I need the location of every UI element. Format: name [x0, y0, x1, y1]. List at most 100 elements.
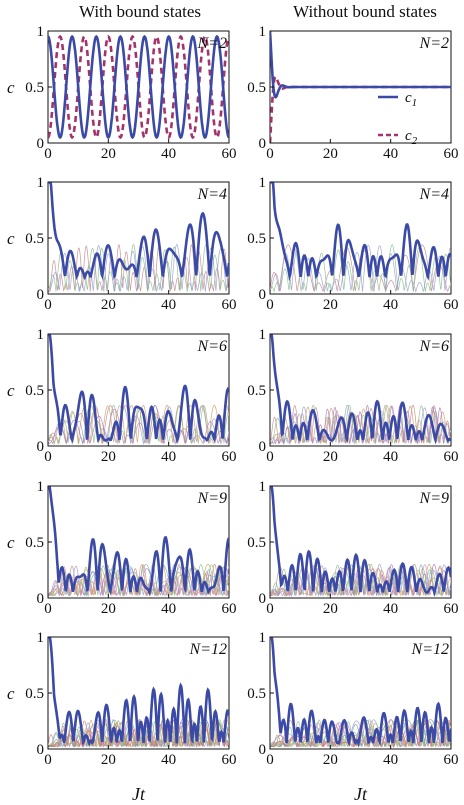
y-tick-label: 1 [37, 630, 45, 646]
y-axis-label: c [7, 229, 15, 248]
y-tick-label: 0 [259, 439, 267, 455]
y-tick-label: 0.5 [247, 383, 266, 399]
x-axis-label: Jt [132, 784, 146, 804]
y-axis-label: c [7, 381, 15, 400]
panel-without-4: 0 20 40 60 0 0.5 1 N=4 [247, 175, 458, 313]
x-tick-label: 20 [101, 601, 116, 617]
n-label: N=9 [419, 490, 449, 507]
x-tick-label: 0 [44, 752, 52, 768]
series-lines [270, 637, 451, 749]
x-tick-label: 20 [101, 449, 116, 465]
x-tick-label: 40 [161, 601, 176, 617]
y-tick-label: 0.5 [25, 535, 44, 551]
x-tick-label: 20 [101, 297, 116, 313]
y-tick-label: 0 [37, 439, 45, 455]
series-lines [48, 182, 229, 293]
panel-without-9: 0 20 40 60 0 0.5 1 N=9 [247, 479, 458, 617]
n-label: N=9 [197, 490, 227, 507]
x-tick-label: 20 [101, 752, 116, 768]
y-tick-label: 0.5 [25, 686, 44, 702]
y-axis-label: c [7, 78, 15, 97]
series-lines [48, 334, 229, 445]
y-tick-label: 0 [37, 742, 45, 758]
panel-with-12: 0 20 40 60 0 0.5 1 c N=12 Jt [7, 630, 237, 804]
c1-line [48, 486, 229, 597]
x-tick-label: 40 [161, 449, 176, 465]
c1-line [270, 31, 451, 99]
x-tick-label: 60 [444, 146, 459, 162]
n-label: N=4 [419, 186, 449, 203]
legend-label-c2: c2 [405, 128, 418, 147]
x-tick-label: 40 [161, 146, 176, 162]
n-label: N=2 [419, 35, 449, 52]
x-tick-label: 0 [44, 146, 52, 162]
site-4-line [48, 243, 229, 293]
c1-line [48, 34, 229, 140]
x-tick-label: 0 [266, 752, 274, 768]
y-axis-label: c [7, 684, 15, 703]
panel-with-2: 0 20 40 60 0 0.5 1 c N=2 [7, 24, 237, 162]
c1-line [270, 637, 451, 748]
y-tick-label: 1 [259, 24, 267, 40]
c1-line [48, 182, 229, 281]
y-tick-label: 0 [37, 287, 45, 303]
series-lines [270, 486, 451, 598]
n-label: N=6 [197, 338, 227, 355]
series-lines [270, 31, 451, 143]
y-tick-label: 1 [259, 327, 267, 343]
c1-line [48, 334, 229, 444]
n-label: N=2 [197, 35, 227, 52]
c1-line [270, 486, 451, 598]
x-tick-label: 60 [444, 752, 459, 768]
y-tick-label: 0 [259, 742, 267, 758]
site-8-line [48, 563, 229, 597]
x-tick-label: 60 [222, 449, 237, 465]
series-lines [270, 182, 451, 294]
series-lines [48, 637, 229, 749]
x-tick-label: 60 [222, 297, 237, 313]
x-axis-label: Jt [354, 784, 368, 804]
x-tick-label: 60 [444, 449, 459, 465]
y-tick-label: 0.5 [25, 231, 44, 247]
x-tick-label: 0 [266, 601, 274, 617]
y-tick-label: 1 [37, 327, 45, 343]
panel-with-9: 0 20 40 60 0 0.5 1 c N=9 [7, 479, 237, 617]
site-7-line [270, 564, 451, 597]
x-tick-label: 40 [383, 601, 398, 617]
c1-line [270, 334, 451, 445]
x-tick-label: 40 [383, 752, 398, 768]
site-6-line [48, 719, 229, 748]
panel-without-6: 0 20 40 60 0 0.5 1 N=6 [247, 327, 458, 465]
y-tick-label: 0 [259, 136, 267, 152]
column-title-right: Without bound states [293, 2, 437, 21]
y-tick-label: 1 [37, 24, 45, 40]
legend-label-c1: c1 [405, 90, 417, 109]
series-lines [48, 486, 229, 598]
y-tick-label: 0 [37, 591, 45, 607]
x-tick-label: 40 [383, 297, 398, 313]
n-label: N=6 [419, 338, 449, 355]
n-label: N=12 [411, 641, 449, 658]
series-lines [48, 34, 229, 140]
x-tick-label: 20 [101, 146, 116, 162]
x-tick-label: 60 [222, 146, 237, 162]
x-tick-label: 40 [161, 752, 176, 768]
x-tick-label: 40 [161, 297, 176, 313]
x-tick-label: 0 [266, 146, 274, 162]
y-tick-label: 1 [37, 479, 45, 495]
y-axis-label: c [7, 533, 15, 552]
x-tick-label: 60 [222, 601, 237, 617]
y-tick-label: 0 [37, 136, 45, 152]
x-tick-label: 40 [383, 449, 398, 465]
panel-without-2: 0 20 40 60 0 0.5 1 N=2 c1 c2 [247, 24, 458, 162]
x-tick-label: 20 [323, 297, 338, 313]
x-tick-label: 60 [222, 752, 237, 768]
x-tick-label: 20 [323, 146, 338, 162]
y-tick-label: 1 [259, 175, 267, 191]
x-tick-label: 60 [444, 297, 459, 313]
c1-line [48, 637, 229, 747]
x-tick-label: 0 [44, 297, 52, 313]
panel-with-6: 0 20 40 60 0 0.5 1 c N=6 [7, 327, 237, 465]
